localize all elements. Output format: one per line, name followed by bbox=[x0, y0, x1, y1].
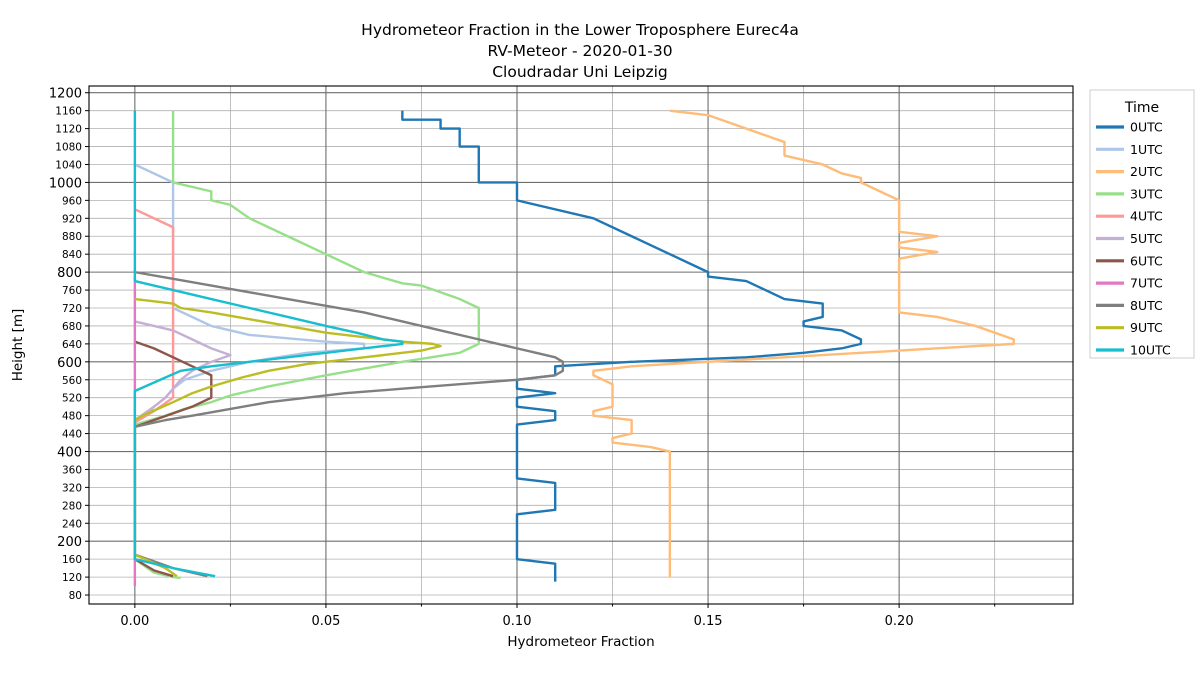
y-tick-label: 1040 bbox=[55, 159, 82, 171]
y-tick-label: 800 bbox=[57, 266, 82, 281]
y-tick-label: 520 bbox=[62, 393, 82, 405]
legend-label: 10UTC bbox=[1130, 343, 1171, 358]
minor-gridlines bbox=[89, 86, 1073, 604]
legend-label: 3UTC bbox=[1130, 186, 1163, 201]
legend-entries[interactable]: 0UTC 1UTC 2UTC 3UTC 4UTC 5UTC 6UTC 7UTC 8UTC 9UTC… bbox=[1096, 120, 1171, 358]
y-tick-label: 880 bbox=[62, 231, 82, 243]
legend-label: 0UTC bbox=[1130, 120, 1163, 135]
chart-title-line-1: Hydrometeor Fraction in the Lower Tropos… bbox=[361, 21, 799, 39]
y-tick-label: 120 bbox=[62, 572, 82, 584]
y-tick-label: 600 bbox=[57, 356, 82, 371]
legend-item-5utc[interactable]: 5UTC bbox=[1096, 231, 1163, 246]
y-tick-label: 760 bbox=[62, 285, 82, 297]
y-tick-label: 1080 bbox=[55, 142, 82, 154]
y-tick-label: 360 bbox=[62, 464, 82, 476]
y-tick-label: 840 bbox=[62, 249, 82, 261]
legend-title: Time bbox=[1124, 100, 1159, 116]
chart-title-line-2: RV-Meteor - 2020-01-30 bbox=[487, 42, 672, 60]
legend[interactable]: Time 0UTC 1UTC 2UTC 3UTC 4UTC 5UTC 6UTC 7UTC 8UT… bbox=[1089, 89, 1195, 359]
series-line-2utc bbox=[592, 109, 1015, 578]
series-lines bbox=[133, 109, 1015, 587]
series-line-9utc bbox=[133, 297, 442, 578]
y-tick-label: 160 bbox=[62, 554, 82, 566]
x-axis-ticks: 0.00 0.05 0.10 0.15 0.20 bbox=[120, 604, 996, 629]
y-tick-label: 440 bbox=[62, 429, 82, 441]
x-tick-label: 0.20 bbox=[885, 614, 914, 629]
y-tick-label: 280 bbox=[62, 500, 82, 512]
y-axis-ticks: 80 120 160 200 240 280 320 360 400 440 480 520 560 60… bbox=[49, 87, 89, 602]
y-tick-label: 200 bbox=[57, 535, 82, 550]
title-block: Hydrometeor Fraction in the Lower Tropos… bbox=[361, 21, 799, 81]
series-line-0utc bbox=[401, 110, 863, 582]
legend-item-0utc[interactable]: 0UTC bbox=[1096, 120, 1163, 135]
y-tick-label: 400 bbox=[57, 446, 82, 461]
legend-item-8utc[interactable]: 8UTC bbox=[1096, 298, 1163, 313]
x-tick-label: 0.15 bbox=[694, 614, 723, 629]
legend-label: 7UTC bbox=[1130, 276, 1163, 291]
x-tick-label: 0.00 bbox=[120, 614, 149, 629]
y-tick-label: 720 bbox=[62, 303, 82, 315]
legend-item-10utc[interactable]: 10UTC bbox=[1096, 343, 1171, 358]
legend-item-9utc[interactable]: 9UTC bbox=[1096, 320, 1163, 335]
x-axis-label: Hydrometeor Fraction bbox=[507, 634, 654, 650]
y-tick-label: 80 bbox=[69, 590, 82, 602]
series-line-8utc bbox=[133, 269, 565, 578]
x-tick-label: 0.05 bbox=[311, 614, 340, 629]
legend-item-1utc[interactable]: 1UTC bbox=[1096, 142, 1163, 157]
y-axis-label: Height [m] bbox=[10, 309, 26, 382]
series-line-10utc bbox=[133, 110, 404, 578]
y-tick-label: 1120 bbox=[55, 124, 82, 136]
y-tick-label: 320 bbox=[62, 482, 82, 494]
y-tick-label: 480 bbox=[62, 411, 82, 423]
legend-label: 9UTC bbox=[1130, 320, 1163, 335]
legend-label: 6UTC bbox=[1130, 253, 1163, 268]
legend-label: 2UTC bbox=[1130, 164, 1163, 179]
legend-item-2utc[interactable]: 2UTC bbox=[1096, 164, 1163, 179]
chart-title-line-3: Cloudradar Uni Leipzig bbox=[492, 63, 668, 81]
legend-label: 5UTC bbox=[1130, 231, 1163, 246]
legend-label: 4UTC bbox=[1130, 209, 1163, 224]
y-tick-label: 960 bbox=[62, 195, 82, 207]
legend-label: 1UTC bbox=[1130, 142, 1163, 157]
y-tick-label: 640 bbox=[62, 339, 82, 351]
y-tick-label: 240 bbox=[62, 518, 82, 530]
y-tick-label: 560 bbox=[62, 375, 82, 387]
legend-item-4utc[interactable]: 4UTC bbox=[1096, 209, 1163, 224]
legend-label: 8UTC bbox=[1130, 298, 1163, 313]
y-tick-label: 1200 bbox=[49, 87, 82, 102]
series-line-5utc bbox=[134, 320, 232, 422]
legend-item-6utc[interactable]: 6UTC bbox=[1096, 253, 1163, 268]
y-tick-label: 680 bbox=[62, 321, 82, 333]
axes-frame bbox=[88, 85, 1074, 605]
x-tick-label: 0.10 bbox=[503, 614, 532, 629]
plot-area-background bbox=[89, 86, 1073, 604]
y-tick-label: 1000 bbox=[49, 176, 82, 191]
y-tick-label: 920 bbox=[62, 213, 82, 225]
y-tick-label: 1160 bbox=[55, 106, 82, 118]
legend-item-3utc[interactable]: 3UTC bbox=[1096, 186, 1163, 201]
legend-background bbox=[1089, 89, 1195, 359]
legend-item-7utc[interactable]: 7UTC bbox=[1096, 276, 1163, 291]
